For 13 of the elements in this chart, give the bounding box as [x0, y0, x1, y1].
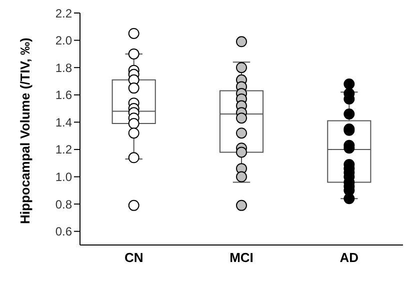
- y-tick-label: 1.2: [55, 142, 72, 157]
- y-axis-title: Hippocampal Volume (/TIV, ‰): [18, 38, 33, 224]
- y-tick-label: 1.0: [55, 170, 72, 184]
- y-tick-label: 0.6: [55, 224, 72, 239]
- y-tick-label: 1.4: [55, 115, 72, 130]
- y-tick-label: 2.0: [55, 34, 72, 48]
- y-tick-label: 1.6: [55, 88, 72, 102]
- y-tick-label: 0.8: [55, 197, 72, 212]
- y-tick-label: 2.2: [55, 6, 72, 20]
- x-tick-label: AD: [340, 250, 359, 266]
- y-tick-label: 1.8: [55, 60, 72, 75]
- x-tick-label: CN: [124, 250, 144, 266]
- x-tick-label: MCI: [230, 250, 254, 266]
